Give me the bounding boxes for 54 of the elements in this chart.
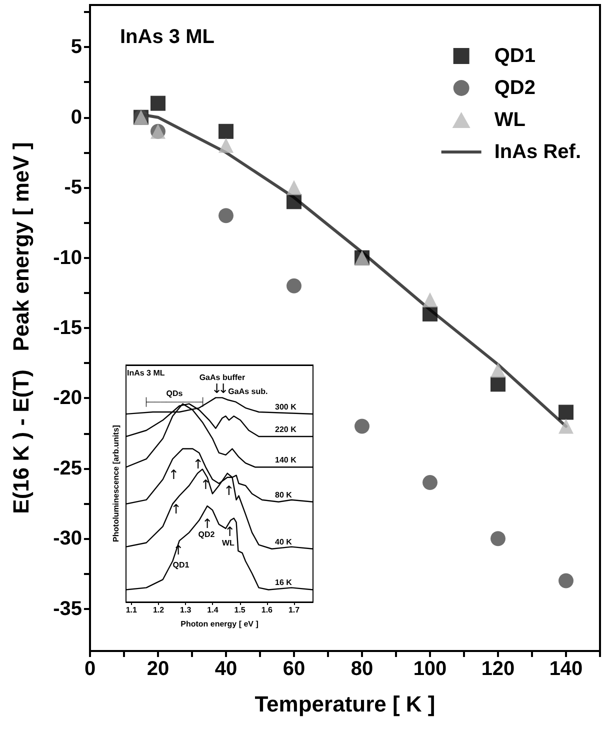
y-tick-label: 0 — [70, 106, 82, 128]
legend-label: WL — [494, 109, 526, 131]
y-tick-label: 5 — [70, 36, 82, 58]
annotation: QD2 — [198, 530, 216, 540]
x-axis-title: Temperature [ K ] — [254, 692, 436, 716]
y-axis-title: Photoluminescence [arb.units] — [112, 424, 120, 542]
x-tick-label: 1.3 — [180, 606, 192, 614]
annotation: ↑ — [202, 516, 213, 532]
series-label: 300 K — [275, 402, 297, 412]
y-tick-label: -5 — [64, 176, 82, 199]
annotation: GaAs buffer — [199, 372, 246, 382]
x-tick-label: 1.4 — [207, 606, 219, 614]
annotation: ↑ — [192, 458, 204, 473]
annotation: ↑ — [170, 502, 182, 518]
series-label: 40 K — [275, 537, 292, 546]
x-tick-label: 1.7 — [288, 606, 300, 614]
x-tick-label: 1.5 — [234, 606, 246, 614]
legend-label: InAs Ref. — [494, 141, 582, 163]
series-label: 220 K — [275, 425, 297, 434]
x-tick-label: 80 — [350, 658, 374, 680]
annotation: GaAs sub. — [228, 387, 268, 396]
series-label: 80 K — [275, 490, 292, 500]
x-tick-label: 1.2 — [152, 606, 165, 614]
y-tick-label: -25 — [53, 457, 82, 480]
legend-label: QD2 — [494, 77, 536, 99]
series-label: 140 K — [275, 456, 297, 465]
x-tick-label: 1.6 — [261, 606, 274, 614]
annotation: ↑ — [200, 478, 212, 494]
y-axis-title: E(16 K ) - E(T) Peak energy [ meV ] — [8, 142, 34, 514]
x-tick-label: 100 — [413, 658, 447, 680]
annotation: ↑ — [224, 484, 234, 500]
x-tick-label: 60 — [282, 658, 306, 680]
annotation: ├─────────┤ — [143, 396, 206, 408]
annotation: WL — [222, 538, 235, 548]
y-tick-label: -15 — [53, 317, 82, 339]
annotation: QD1 — [172, 560, 190, 570]
x-axis-title: Photon energy [ eV ] — [180, 620, 259, 628]
annotation: QDs — [166, 389, 184, 398]
y-tick-label: -20 — [53, 387, 82, 410]
legend-label: QD1 — [494, 45, 536, 67]
y-tick-label: -30 — [53, 528, 82, 550]
y-tick-label: -35 — [53, 598, 82, 620]
x-tick-label: 0 — [84, 658, 96, 680]
annotation: ↑ — [224, 525, 236, 540]
x-tick-label: 120 — [481, 658, 515, 680]
x-tick-label: 140 — [549, 658, 583, 680]
annotation: ↑ — [168, 468, 180, 483]
series-label: 16 K — [275, 578, 292, 588]
annotation: InAs 3 ML — [120, 26, 214, 48]
x-tick-label: 1.1 — [126, 606, 138, 614]
y-tick-label: -10 — [53, 246, 82, 269]
x-tick-label: 20 — [146, 658, 170, 680]
x-tick-label: 40 — [214, 658, 238, 680]
annotation: InAs 3 ML — [127, 368, 165, 378]
